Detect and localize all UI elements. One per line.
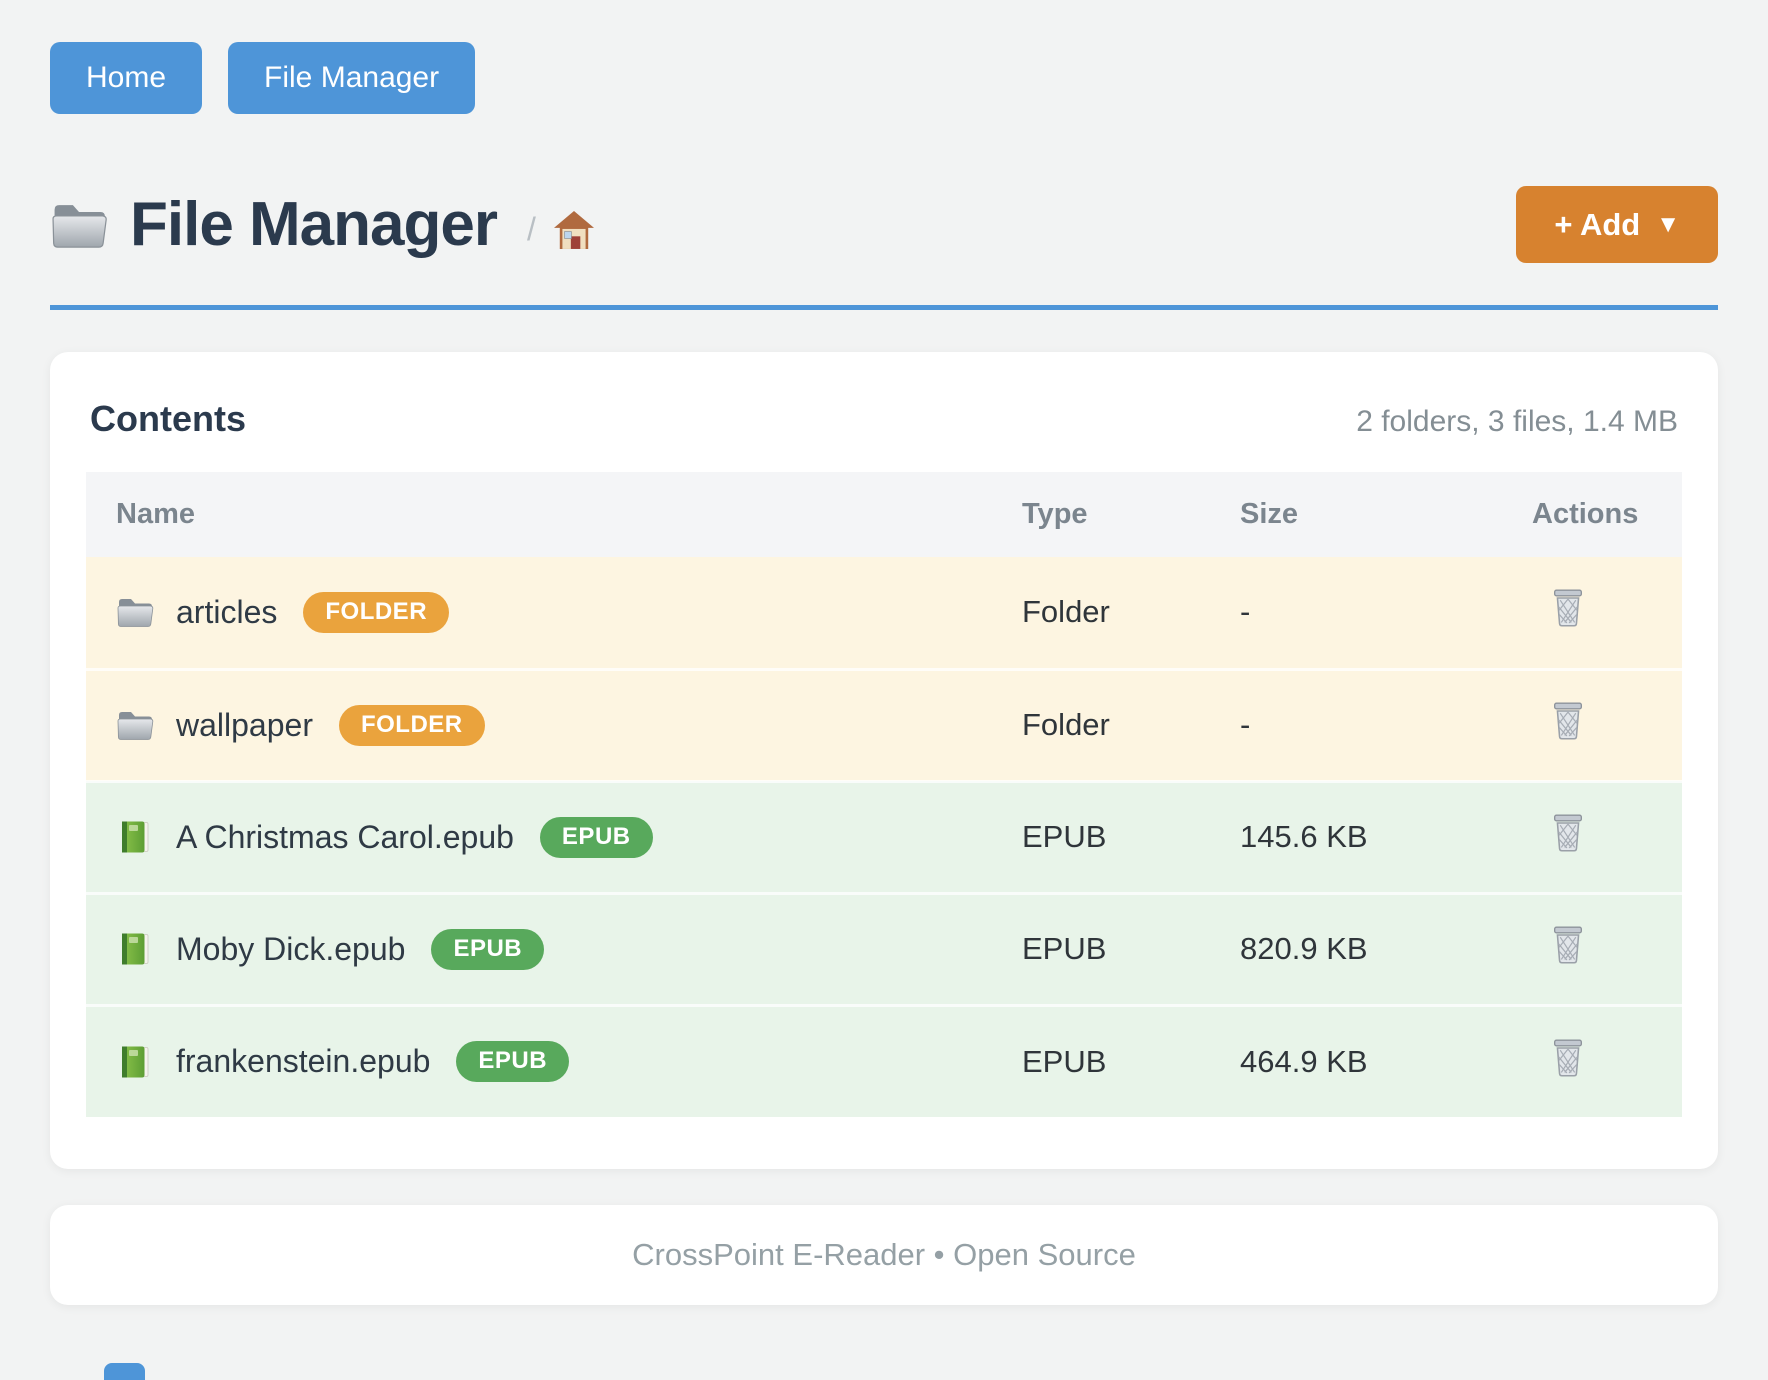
green-book-icon [121, 821, 149, 853]
breadcrumb-separator: / [527, 211, 536, 247]
page-title: File Manager [130, 189, 498, 259]
size-cell: 820.9 KB [1210, 891, 1502, 1005]
folder-icon [52, 204, 107, 248]
delete-button[interactable] [1550, 701, 1586, 741]
file-name[interactable]: frankenstein.epub [176, 1043, 431, 1080]
type-cell: EPUB [992, 779, 1210, 893]
file-name[interactable]: articles [176, 593, 278, 630]
footer-text: CrossPoint E-Reader • Open Source [632, 1237, 1136, 1272]
table-row[interactable]: frankenstein.epub EPUB EPUB 464.9 KB [86, 1003, 1682, 1117]
folder-badge: FOLDER [338, 704, 485, 746]
folder-icon [117, 598, 154, 628]
bottom-cutoff-button[interactable] [104, 1363, 145, 1380]
header-divider [50, 305, 1718, 310]
page: Home File Manager File Manager / + Add ▼… [50, 42, 1718, 1305]
contents-card-header: Contents 2 folders, 3 files, 1.4 MB [86, 398, 1682, 440]
file-name[interactable]: Moby Dick.epub [176, 930, 406, 967]
table-row[interactable]: articles FOLDER Folder - [86, 557, 1682, 669]
house-icon[interactable] [552, 210, 596, 250]
delete-button[interactable] [1550, 925, 1586, 965]
size-cell: 464.9 KB [1210, 1003, 1502, 1117]
table-header-row: Name Type Size Actions [86, 472, 1682, 557]
file-name[interactable]: wallpaper [176, 706, 313, 743]
type-cell: Folder [1022, 594, 1110, 630]
page-header: File Manager / + Add ▼ [50, 186, 1718, 263]
trash-icon [1553, 926, 1583, 964]
column-header-name: Name [116, 498, 195, 530]
green-book-icon [121, 933, 149, 965]
chevron-down-icon: ▼ [1656, 210, 1680, 238]
delete-button[interactable] [1550, 1038, 1586, 1078]
column-header-size: Size [1240, 498, 1299, 530]
epub-badge: EPUB [456, 1041, 570, 1083]
add-button-label: + Add [1554, 207, 1641, 242]
home-button[interactable]: Home [50, 42, 203, 114]
table-row[interactable]: Moby Dick.epub EPUB EPUB 820.9 KB [86, 891, 1682, 1005]
delete-button[interactable] [1550, 588, 1586, 628]
contents-summary: 2 folders, 3 files, 1.4 MB [1356, 405, 1678, 438]
size-cell: - [1240, 594, 1251, 630]
size-cell: 145.6 KB [1210, 779, 1502, 893]
epub-badge: EPUB [539, 816, 653, 858]
trash-icon [1553, 1039, 1583, 1077]
size-cell: - [1210, 667, 1502, 781]
table-row[interactable]: A Christmas Carol.epub EPUB EPUB 145.6 K… [86, 779, 1682, 893]
type-cell: EPUB [992, 1003, 1210, 1117]
file-table: Name Type Size Actions articles FOLDER F… [86, 472, 1682, 1117]
column-header-actions: Actions [1532, 498, 1639, 530]
type-cell: Folder [992, 667, 1210, 781]
footer-card: CrossPoint E-Reader • Open Source [50, 1205, 1718, 1305]
top-navigation: Home File Manager [50, 42, 1718, 114]
add-button[interactable]: + Add ▼ [1516, 186, 1718, 263]
file-manager-button[interactable]: File Manager [228, 42, 476, 114]
folder-icon [117, 711, 154, 740]
contents-heading: Contents [90, 398, 246, 439]
trash-icon [1553, 702, 1583, 740]
delete-button[interactable] [1550, 813, 1586, 853]
green-book-icon [121, 1045, 149, 1078]
epub-badge: EPUB [431, 928, 545, 970]
folder-badge: FOLDER [303, 591, 450, 633]
title-group: File Manager / [50, 189, 596, 259]
table-row[interactable]: wallpaper FOLDER Folder - [86, 667, 1682, 781]
file-name[interactable]: A Christmas Carol.epub [176, 818, 514, 855]
contents-card: Contents 2 folders, 3 files, 1.4 MB Name… [50, 352, 1718, 1169]
type-cell: EPUB [992, 891, 1210, 1005]
trash-icon [1553, 589, 1583, 627]
trash-icon [1553, 814, 1583, 852]
column-header-type: Type [1022, 498, 1088, 530]
